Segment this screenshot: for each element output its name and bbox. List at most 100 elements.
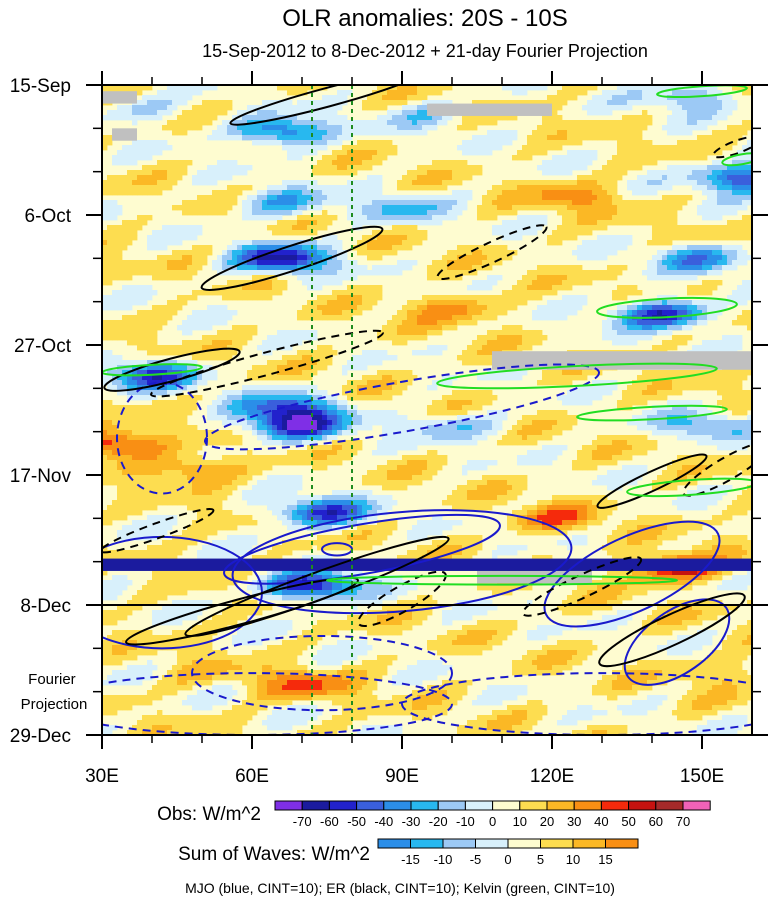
- anomaly-cell: [627, 330, 633, 336]
- anomaly-cell: [222, 205, 228, 211]
- anomaly-cell: [392, 390, 398, 396]
- anomaly-cell: [437, 300, 443, 306]
- anomaly-cell: [207, 100, 213, 106]
- anomaly-cell: [717, 270, 723, 276]
- anomaly-cell: [377, 265, 383, 271]
- anomaly-cell: [142, 270, 148, 276]
- anomaly-cell: [242, 325, 248, 331]
- anomaly-cell: [277, 390, 283, 396]
- anomaly-cell: [667, 90, 673, 96]
- anomaly-cell: [497, 300, 503, 306]
- anomaly-cell: [322, 145, 328, 151]
- anomaly-cell: [562, 200, 568, 206]
- anomaly-cell: [132, 295, 138, 301]
- anomaly-cell: [157, 255, 163, 261]
- anomaly-cell: [492, 275, 498, 281]
- anomaly-cell: [307, 245, 313, 251]
- anomaly-cell: [132, 285, 138, 291]
- anomaly-cell: [317, 390, 323, 396]
- anomaly-cell: [617, 145, 623, 151]
- anomaly-cell: [682, 120, 688, 126]
- anomaly-cell: [212, 105, 218, 111]
- anomaly-cell: [177, 165, 183, 171]
- anomaly-cell: [537, 270, 543, 276]
- anomaly-cell: [107, 115, 113, 121]
- anomaly-cell: [487, 115, 493, 121]
- anomaly-cell: [532, 225, 538, 231]
- anomaly-cell: [282, 180, 288, 186]
- anomaly-cell: [507, 185, 513, 191]
- anomaly-cell: [362, 265, 368, 271]
- anomaly-cell: [467, 165, 473, 171]
- anomaly-cell: [487, 145, 493, 151]
- anomaly-cell: [507, 330, 513, 336]
- anomaly-cell: [697, 155, 703, 161]
- anomaly-cell: [127, 105, 133, 111]
- anomaly-cell: [187, 270, 193, 276]
- anomaly-cell: [497, 190, 503, 196]
- anomaly-cell: [287, 120, 293, 126]
- anomaly-cell: [242, 110, 248, 116]
- anomaly-cell: [137, 315, 143, 321]
- anomaly-cell: [447, 255, 453, 261]
- anomaly-cell: [687, 370, 693, 376]
- anomaly-cell: [337, 270, 343, 276]
- anomaly-cell: [172, 230, 178, 236]
- anomaly-cell: [612, 250, 618, 256]
- anomaly-cell: [392, 355, 398, 361]
- anomaly-cell: [182, 265, 188, 271]
- anomaly-cell: [432, 160, 438, 166]
- anomaly-cell: [332, 120, 338, 126]
- anomaly-cell: [287, 190, 293, 196]
- anomaly-cell: [122, 85, 128, 91]
- anomaly-cell: [707, 285, 713, 291]
- anomaly-cell: [662, 270, 668, 276]
- anomaly-cell: [697, 320, 703, 326]
- anomaly-cell: [132, 105, 138, 111]
- anomaly-cell: [307, 240, 313, 246]
- anomaly-cell: [397, 375, 403, 381]
- anomaly-cell: [532, 145, 538, 151]
- anomaly-cell: [272, 115, 278, 121]
- anomaly-cell: [587, 100, 593, 106]
- anomaly-cell: [632, 325, 638, 331]
- anomaly-cell: [312, 130, 318, 136]
- anomaly-cell: [127, 265, 133, 271]
- anomaly-cell: [152, 325, 158, 331]
- anomaly-cell: [672, 300, 678, 306]
- anomaly-cell: [322, 270, 328, 276]
- anomaly-cell: [252, 195, 258, 201]
- anomaly-cell: [612, 210, 618, 216]
- anomaly-cell: [282, 365, 288, 371]
- anomaly-cell: [572, 310, 578, 316]
- anomaly-cell: [732, 200, 738, 206]
- anomaly-cell: [622, 320, 628, 326]
- anomaly-cell: [357, 365, 363, 371]
- anomaly-cell: [152, 170, 158, 176]
- anomaly-cell: [127, 110, 133, 116]
- anomaly-cell: [337, 200, 343, 206]
- anomaly-cell: [582, 120, 588, 126]
- anomaly-cell: [127, 225, 133, 231]
- anomaly-cell: [652, 270, 658, 276]
- anomaly-cell: [692, 250, 698, 256]
- anomaly-cell: [492, 205, 498, 211]
- anomaly-cell: [647, 210, 653, 216]
- anomaly-cell: [142, 220, 148, 226]
- anomaly-cell: [622, 170, 628, 176]
- anomaly-cell: [662, 215, 668, 221]
- anomaly-cell: [532, 195, 538, 201]
- anomaly-cell: [642, 145, 648, 151]
- anomaly-cell: [662, 340, 668, 346]
- anomaly-cell: [607, 195, 613, 201]
- anomaly-cell: [632, 145, 638, 151]
- anomaly-cell: [137, 85, 143, 91]
- anomaly-cell: [287, 115, 293, 121]
- anomaly-cell: [142, 345, 148, 351]
- anomaly-cell: [712, 375, 718, 381]
- anomaly-cell: [122, 180, 128, 186]
- anomaly-cell: [722, 165, 728, 171]
- anomaly-cell: [702, 125, 708, 131]
- anomaly-cell: [267, 360, 273, 366]
- anomaly-cell: [127, 260, 133, 266]
